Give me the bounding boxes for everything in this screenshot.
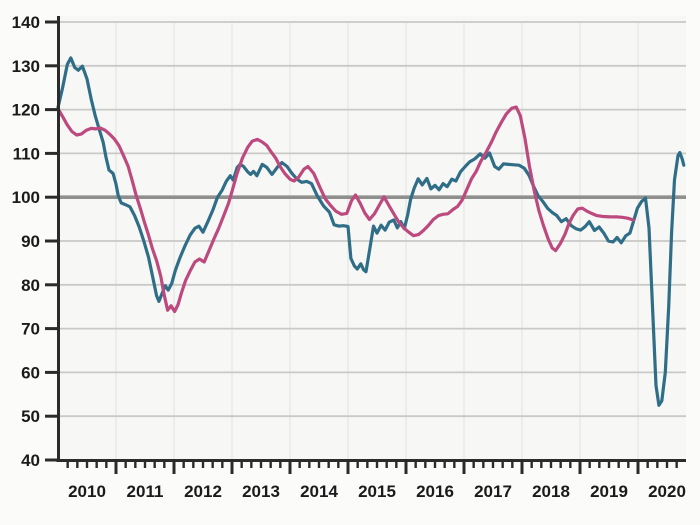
axes bbox=[56, 16, 686, 462]
y-tick-label-90: 90 bbox=[21, 232, 40, 251]
x-year-label-2011: 2011 bbox=[127, 482, 164, 501]
x-year-label-2015: 2015 bbox=[358, 482, 396, 501]
y-tick-label-100: 100 bbox=[12, 188, 40, 207]
y-tick-label-50: 50 bbox=[21, 407, 40, 426]
y-tick-label-110: 110 bbox=[13, 144, 40, 163]
x-year-label-2014: 2014 bbox=[300, 482, 338, 501]
y-tick-label-80: 80 bbox=[21, 276, 40, 295]
y-tick-label-120: 120 bbox=[12, 101, 40, 120]
x-year-label-2010: 2010 bbox=[68, 482, 106, 501]
horizontal-gridlines bbox=[58, 21, 686, 418]
x-axis-ticks bbox=[66, 461, 678, 474]
y-tick-label-130: 130 bbox=[12, 57, 40, 76]
y-tick-label-60: 60 bbox=[21, 363, 40, 382]
teal-series-line bbox=[56, 56, 686, 407]
x-year-label-2020: 2020 bbox=[648, 482, 686, 501]
y-tick-label-140: 140 bbox=[12, 13, 40, 32]
x-year-label-2013: 2013 bbox=[242, 482, 280, 501]
y-tick-label-70: 70 bbox=[21, 320, 40, 339]
x-year-label-2017: 2017 bbox=[474, 482, 512, 501]
x-year-label-2018: 2018 bbox=[532, 482, 570, 501]
pink-series-line bbox=[56, 105, 635, 314]
x-year-label-2016: 2016 bbox=[416, 482, 454, 501]
y-tick-label-40: 40 bbox=[21, 451, 40, 470]
series-lines bbox=[56, 56, 686, 407]
x-year-label-2019: 2019 bbox=[590, 482, 628, 501]
x-axis-labels: 2010 2011 2012 2013 2014 2015 2016 2017 2018 2019… bbox=[68, 482, 686, 501]
y-axis-ticks bbox=[45, 20, 58, 462]
y-axis-labels: 40 50 60 70 80 90 100 110 120 130 140 bbox=[12, 13, 40, 470]
x-year-label-2012: 2012 bbox=[184, 482, 222, 501]
